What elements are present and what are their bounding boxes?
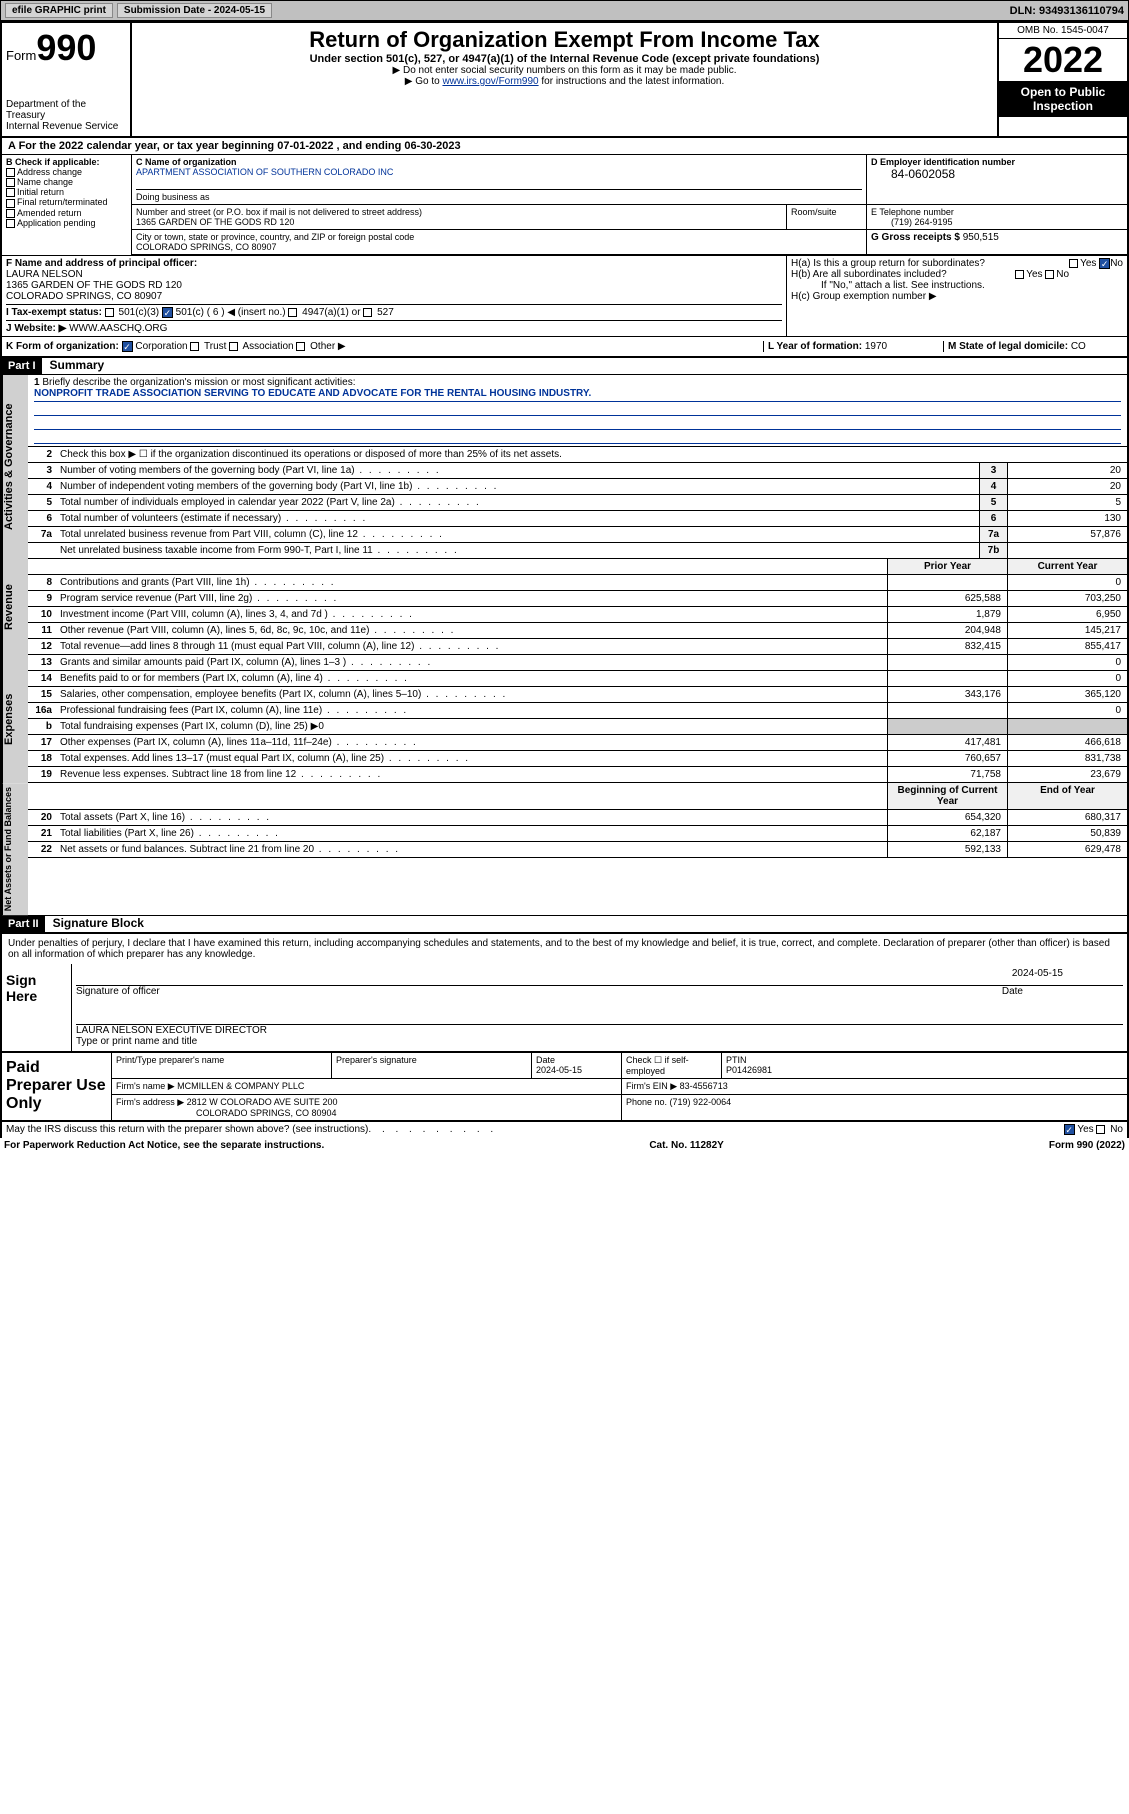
table-row: 19Revenue less expenses. Subtract line 1…	[28, 767, 1127, 783]
dln-text: DLN: 93493136110794	[1010, 5, 1124, 17]
section-revenue: Revenue Prior YearCurrent Year 8Contribu…	[0, 559, 1129, 655]
vtab-governance: Activities & Governance	[2, 375, 28, 559]
tax-year: 2022	[999, 39, 1127, 81]
signature-block: Under penalties of perjury, I declare th…	[0, 933, 1129, 1053]
table-row: 18Total expenses. Add lines 13–17 (must …	[28, 751, 1127, 767]
top-toolbar: efile GRAPHIC print Submission Date - 20…	[0, 0, 1129, 21]
cb-assoc[interactable]	[229, 342, 238, 351]
table-row: 11Other revenue (Part VIII, column (A), …	[28, 623, 1127, 639]
form-header: Form990 Department of the Treasury Inter…	[0, 21, 1129, 138]
org-name-block: C Name of organization APARTMENT ASSOCIA…	[132, 155, 867, 204]
dept-text: Department of the Treasury Internal Reve…	[6, 99, 126, 132]
table-row: 10Investment income (Part VIII, column (…	[28, 607, 1127, 623]
gross-receipts: G Gross receipts $ 950,515	[867, 230, 1127, 254]
table-row: 12Total revenue—add lines 8 through 11 (…	[28, 639, 1127, 655]
vtab-netassets: Net Assets or Fund Balances	[2, 783, 28, 915]
officer-name: LAURA NELSON EXECUTIVE DIRECTOR	[76, 1025, 267, 1036]
efile-button[interactable]: efile GRAPHIC print	[5, 3, 113, 18]
street-block: Number and street (or P.O. box if mail i…	[132, 205, 787, 229]
cb-discuss-no[interactable]	[1096, 1125, 1105, 1134]
discuss-row: May the IRS discuss this return with the…	[0, 1122, 1129, 1137]
revenue-header: Prior YearCurrent Year	[28, 559, 1127, 575]
cb-final-return[interactable]	[6, 199, 15, 208]
cb-corp[interactable]: ✓	[122, 341, 133, 352]
table-row: 15Salaries, other compensation, employee…	[28, 687, 1127, 703]
cb-other[interactable]	[296, 342, 305, 351]
footer-row: For Paperwork Reduction Act Notice, see …	[0, 1138, 1129, 1153]
sig-date: 2024-05-15	[1012, 968, 1123, 985]
table-row: 17Other expenses (Part IX, column (A), l…	[28, 735, 1127, 751]
klm-row: K Form of organization: ✓ Corporation Tr…	[0, 337, 1129, 358]
sign-here-label: Sign Here	[2, 964, 72, 1051]
city-block: City or town, state or province, country…	[132, 230, 867, 254]
cb-501c3[interactable]	[105, 308, 114, 317]
paid-preparer: Paid Preparer Use Only Print/Type prepar…	[0, 1053, 1129, 1122]
cb-amended[interactable]	[6, 209, 15, 218]
table-row: 5Total number of individuals employed in…	[28, 495, 1127, 511]
ein-block: D Employer identification number 84-0602…	[867, 155, 1127, 204]
cb-name-change[interactable]	[6, 178, 15, 187]
table-row: 7aTotal unrelated business revenue from …	[28, 527, 1127, 543]
table-row: 14Benefits paid to or for members (Part …	[28, 671, 1127, 687]
tax-year-line: A For the 2022 calendar year, or tax yea…	[2, 138, 467, 154]
table-row: 8Contributions and grants (Part VIII, li…	[28, 575, 1127, 591]
part1-header: Part ISummary	[0, 358, 1129, 375]
section-governance: Activities & Governance 1 Briefly descri…	[0, 375, 1129, 559]
cb-ha-no[interactable]: ✓	[1099, 258, 1110, 269]
table-row: 20Total assets (Part X, line 16)654,3206…	[28, 810, 1127, 826]
cb-app-pending[interactable]	[6, 219, 15, 228]
section-netassets: Net Assets or Fund Balances Beginning of…	[0, 783, 1129, 916]
table-row: 16aProfessional fundraising fees (Part I…	[28, 703, 1127, 719]
block-b: B Check if applicable: Address change Na…	[2, 155, 132, 255]
cb-527[interactable]	[363, 308, 372, 317]
submission-date-button[interactable]: Submission Date - 2024-05-15	[117, 3, 272, 18]
form-title: Return of Organization Exempt From Incom…	[136, 27, 993, 53]
vtab-expenses: Expenses	[2, 655, 28, 783]
table-row: 21Total liabilities (Part X, line 26)62,…	[28, 826, 1127, 842]
open-inspection: Open to Public Inspection	[999, 81, 1127, 117]
section-expenses: Expenses 13Grants and similar amounts pa…	[0, 655, 1129, 783]
cb-discuss-yes[interactable]: ✓	[1064, 1124, 1075, 1135]
form-subtitle: Under section 501(c), 527, or 4947(a)(1)…	[136, 53, 993, 65]
form-number: Form990	[6, 27, 126, 69]
table-row: 6Total number of volunteers (estimate if…	[28, 511, 1127, 527]
netassets-header: Beginning of Current YearEnd of Year	[28, 783, 1127, 810]
omb-number: OMB No. 1545-0047	[999, 23, 1127, 39]
group-return-block: H(a) Is this a group return for subordin…	[787, 256, 1127, 336]
table-row: 3Number of voting members of the governi…	[28, 463, 1127, 479]
table-row: bTotal fundraising expenses (Part IX, co…	[28, 719, 1127, 735]
vtab-revenue: Revenue	[2, 559, 28, 655]
cb-ha-yes[interactable]	[1069, 259, 1078, 268]
room-block: Room/suite	[787, 205, 867, 229]
phone-block: E Telephone number(719) 264-9195	[867, 205, 1127, 229]
irs-link[interactable]: www.irs.gov/Form990	[442, 76, 538, 87]
part2-header: Part IISignature Block	[0, 916, 1129, 933]
officer-block: F Name and address of principal officer:…	[2, 256, 787, 336]
cb-hb-no[interactable]	[1045, 270, 1054, 279]
note-link: ▶ Go to www.irs.gov/Form990 for instruct…	[136, 76, 993, 87]
cb-address-change[interactable]	[6, 168, 15, 177]
cb-hb-yes[interactable]	[1015, 270, 1024, 279]
table-row: 4Number of independent voting members of…	[28, 479, 1127, 495]
cb-trust[interactable]	[190, 342, 199, 351]
note-ssn: ▶ Do not enter social security numbers o…	[136, 65, 993, 76]
cb-4947[interactable]	[288, 308, 297, 317]
line-2: 2Check this box ▶ ☐ if the organization …	[28, 447, 1127, 463]
org-name-link[interactable]: APARTMENT ASSOCIATION OF SOUTHERN COLORA…	[136, 167, 393, 177]
cb-501c[interactable]: ✓	[162, 307, 173, 318]
table-row: 9Program service revenue (Part VIII, lin…	[28, 591, 1127, 607]
cb-initial-return[interactable]	[6, 188, 15, 197]
table-row: 13Grants and similar amounts paid (Part …	[28, 655, 1127, 671]
table-row: Net unrelated business taxable income fr…	[28, 543, 1127, 559]
table-row: 22Net assets or fund balances. Subtract …	[28, 842, 1127, 858]
mission-block: 1 Briefly describe the organization's mi…	[28, 375, 1127, 447]
